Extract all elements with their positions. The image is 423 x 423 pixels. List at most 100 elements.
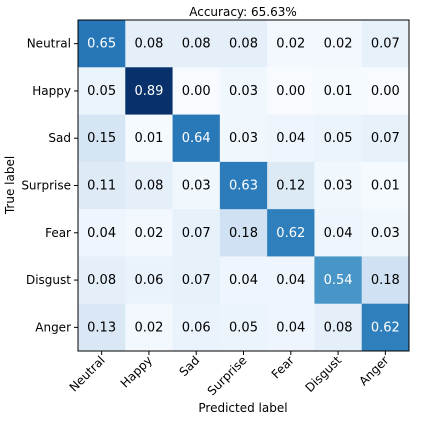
heatmap-cell-r5-c0 — [78, 256, 126, 305]
heatmap-cell-r4-c2 — [172, 209, 221, 257]
heatmap-cell-r3-c4 — [267, 161, 315, 210]
heatmap-value-r3-c3: 0.63 — [229, 179, 258, 194]
heatmap-value-r4-c6: 0.03 — [371, 226, 400, 241]
y-tick-label-anger: Anger — [35, 320, 71, 334]
heatmap-cells-layer — [78, 20, 410, 352]
heatmap-value-r2-c2: 0.64 — [182, 131, 211, 146]
heatmap-value-r1-c4: 0.00 — [276, 84, 305, 99]
heatmap-cell-r0-c5 — [314, 20, 363, 68]
x-tick-label-anger: Anger — [356, 353, 391, 388]
heatmap-value-r1-c6: 0.00 — [371, 84, 400, 99]
heatmap-cell-r3-c2 — [172, 161, 221, 210]
heatmap-value-r1-c5: 0.01 — [324, 84, 353, 99]
heatmap-cell-r2-c1 — [125, 114, 174, 163]
x-tick-label-happy: Happy — [118, 353, 155, 390]
heatmap-value-r2-c6: 0.07 — [371, 131, 400, 146]
heatmap-cell-r0-c0 — [78, 20, 126, 68]
heatmap-cell-r4-c1 — [125, 209, 174, 257]
y-tick-label-sad: Sad — [48, 131, 71, 145]
heatmap-value-r5-c6: 0.18 — [371, 273, 400, 288]
heatmap-value-r1-c0: 0.05 — [87, 84, 116, 99]
heatmap-cell-r6-c0 — [78, 303, 126, 352]
x-axis-ticks-layer: Neutral Happy Sad Surprise Fear Disgust Anger — [67, 351, 392, 398]
heatmap-value-r5-c4: 0.04 — [276, 273, 305, 288]
heatmap-cell-r6-c3 — [219, 303, 268, 352]
heatmap-value-r6-c6: 0.62 — [371, 320, 400, 335]
heatmap-value-r6-c1: 0.02 — [134, 320, 163, 335]
y-tick-label-fear: Fear — [45, 226, 71, 240]
heatmap-value-r2-c3: 0.03 — [229, 131, 258, 146]
heatmap-cell-r1-c2 — [172, 67, 221, 116]
heatmap-value-r5-c5: 0.54 — [324, 273, 353, 288]
heatmap-cell-r5-c4 — [267, 256, 315, 305]
heatmap-value-r4-c4: 0.62 — [276, 226, 305, 241]
heatmap-value-r3-c2: 0.03 — [182, 179, 211, 194]
heatmap-cell-r2-c3 — [219, 114, 268, 163]
x-axis-label: Predicted label — [198, 401, 287, 415]
heatmap-cell-r4-c0 — [78, 209, 126, 257]
heatmap-value-r6-c5: 0.08 — [324, 320, 353, 335]
heatmap-value-r6-c0: 0.13 — [87, 320, 116, 335]
heatmap-value-r4-c2: 0.07 — [182, 226, 211, 241]
heatmap-value-r3-c5: 0.03 — [324, 179, 353, 194]
heatmap-value-r0-c0: 0.65 — [87, 37, 116, 52]
heatmap-cell-r4-c6 — [361, 209, 410, 257]
heatmap-cell-r5-c1 — [125, 256, 174, 305]
heatmap-cell-r2-c2 — [172, 114, 221, 163]
heatmap-value-r2-c0: 0.15 — [87, 131, 116, 146]
heatmap-value-r5-c1: 0.06 — [134, 273, 163, 288]
x-tick-label-disgust: Disgust — [302, 353, 344, 395]
heatmap-cell-r1-c6 — [361, 67, 410, 116]
heatmap-value-r3-c4: 0.12 — [276, 179, 305, 194]
heatmap-cell-r1-c1 — [125, 67, 174, 116]
y-tick-label-disgust: Disgust — [26, 273, 71, 287]
heatmap-value-r6-c2: 0.06 — [182, 320, 211, 335]
heatmap-cell-r3-c3 — [219, 161, 268, 210]
heatmap-cell-r4-c3 — [219, 209, 268, 257]
y-axis-label: True label — [3, 156, 17, 215]
heatmap-value-r4-c0: 0.04 — [87, 226, 116, 241]
heatmap-value-r3-c1: 0.08 — [134, 179, 163, 194]
heatmap-cell-r2-c5 — [314, 114, 363, 163]
y-axis-ticks-layer: Neutral Happy Sad Surprise Fear Disgust Anger — [21, 37, 78, 334]
heatmap-value-r0-c5: 0.02 — [324, 37, 353, 52]
x-tick-label-fear: Fear — [269, 353, 297, 381]
heatmap-value-r3-c0: 0.11 — [87, 179, 116, 194]
heatmap-cell-r0-c3 — [219, 20, 268, 68]
heatmap-cell-r5-c6 — [361, 256, 410, 305]
x-tick-label-neutral: Neutral — [67, 353, 108, 394]
heatmap-cell-r6-c6 — [361, 303, 410, 352]
heatmap-cell-r3-c0 — [78, 161, 126, 210]
heatmap-value-r0-c3: 0.08 — [229, 37, 258, 52]
heatmap-value-r4-c1: 0.02 — [134, 226, 163, 241]
heatmap-cell-r0-c4 — [267, 20, 315, 68]
heatmap-value-r2-c5: 0.05 — [324, 131, 353, 146]
heatmap-cell-r4-c5 — [314, 209, 363, 257]
heatmap-values-layer: 0.65 0.08 0.08 0.08 0.02 0.02 0.07 0.05 0.89 0.00… — [87, 37, 400, 336]
heatmap-value-r2-c4: 0.04 — [276, 131, 305, 146]
heatmap-cell-r1-c4 — [267, 67, 315, 116]
heatmap-value-r0-c6: 0.07 — [371, 37, 400, 52]
heatmap-cell-r3-c1 — [125, 161, 174, 210]
heatmap-value-r0-c1: 0.08 — [134, 37, 163, 52]
heatmap-value-r3-c6: 0.01 — [371, 179, 400, 194]
heatmap-cell-r3-c5 — [314, 161, 363, 210]
heatmap-cell-r2-c6 — [361, 114, 410, 163]
heatmap-cell-r1-c0 — [78, 67, 126, 116]
heatmap-value-r6-c3: 0.05 — [229, 320, 258, 335]
x-tick-label-surprise: Surprise — [205, 353, 250, 398]
heatmap-value-r4-c3: 0.18 — [229, 226, 258, 241]
heatmap-cell-r1-c5 — [314, 67, 363, 116]
y-tick-label-happy: Happy — [32, 84, 71, 98]
y-tick-label-surprise: Surprise — [21, 179, 71, 193]
heatmap-value-r5-c0: 0.08 — [87, 273, 116, 288]
heatmap-value-r5-c2: 0.07 — [182, 273, 211, 288]
heatmap-cell-r5-c2 — [172, 256, 221, 305]
heatmap-cell-r3-c6 — [361, 161, 410, 210]
heatmap-value-r5-c3: 0.04 — [229, 273, 258, 288]
heatmap-value-r1-c1: 0.89 — [134, 84, 163, 99]
heatmap-cell-r0-c2 — [172, 20, 221, 68]
heatmap-cell-r0-c6 — [361, 20, 410, 68]
